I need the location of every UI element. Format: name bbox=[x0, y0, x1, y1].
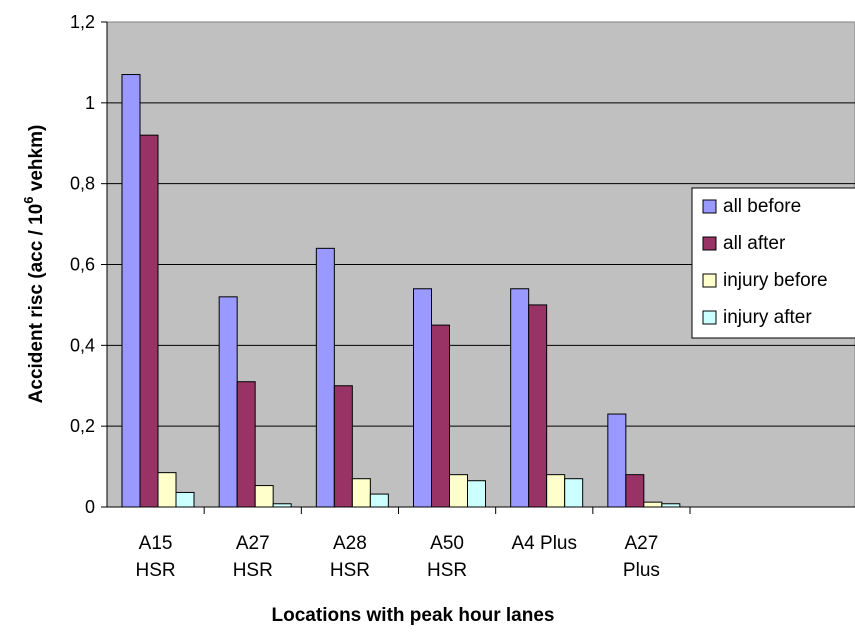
x-category-label-0-0: A15 bbox=[139, 533, 173, 554]
bar-injury-before-3 bbox=[449, 474, 468, 508]
bar-all-before-2 bbox=[315, 247, 335, 508]
legend-label-all-before: all before bbox=[723, 196, 801, 217]
legend-swatch-injury-before bbox=[702, 273, 717, 288]
legend-box bbox=[691, 187, 855, 339]
x-category-label-5-1: Plus bbox=[623, 560, 660, 581]
y-axis-title-superscript: 6 bbox=[21, 196, 36, 203]
legend-swatch-all-after bbox=[702, 236, 717, 251]
bar-injury-after-0 bbox=[175, 491, 195, 508]
legend-label-injury-after: injury after bbox=[723, 307, 812, 328]
x-category-labels: A15 HSR A27 HSR A28 HSR A50 HSR A4 Plus A27 Plus bbox=[136, 533, 660, 581]
y-axis-title-main: Accident risc (acc / 10 bbox=[26, 204, 47, 404]
y-tick-labels: 0 0,2 0,4 0,6 0,8 1 1,2 bbox=[70, 12, 95, 517]
y-tick-label-3: 0,6 bbox=[70, 255, 95, 275]
bar-injury-after-2 bbox=[369, 493, 389, 508]
x-category-label-0-1: HSR bbox=[136, 560, 176, 581]
bar-injury-after-3 bbox=[467, 480, 486, 508]
y-tick-label-0: 0 bbox=[85, 497, 95, 517]
bar-all-after-2 bbox=[333, 385, 353, 508]
x-axis-title: Locations with peak hour lanes bbox=[272, 605, 555, 626]
bar-all-before-4 bbox=[510, 288, 530, 508]
x-category-label-2-1: HSR bbox=[330, 560, 370, 581]
y-axis-title: Accident risc (acc / 106 vehkm) bbox=[21, 125, 47, 404]
bar-injury-before-1 bbox=[254, 485, 274, 508]
bar-all-before-0 bbox=[121, 74, 141, 508]
bar-all-before-3 bbox=[413, 288, 432, 508]
y-tick-label-1: 0,2 bbox=[70, 416, 95, 436]
x-category-label-4-0: A4 Plus bbox=[512, 533, 577, 554]
bar-injury-after-4 bbox=[564, 478, 584, 508]
bar-all-after-0 bbox=[139, 134, 159, 508]
legend: all before all after injury before injury a… bbox=[691, 187, 855, 339]
x-category-label-3-0: A50 bbox=[430, 533, 464, 554]
x-category-label-5-0: A27 bbox=[625, 533, 659, 554]
bar-all-before-5 bbox=[607, 413, 627, 508]
y-axis-title-tail: vehkm) bbox=[26, 125, 47, 197]
y-tick-label-4: 0,8 bbox=[70, 174, 95, 194]
y-tick-label-6: 1,2 bbox=[70, 12, 95, 32]
legend-label-injury-before: injury before bbox=[723, 270, 828, 291]
bar-injury-before-2 bbox=[351, 478, 371, 508]
bar-injury-before-0 bbox=[157, 472, 177, 508]
x-category-label-2-0: A28 bbox=[333, 533, 367, 554]
bar-all-after-5 bbox=[625, 474, 645, 508]
x-category-label-3-1: HSR bbox=[427, 560, 467, 581]
bars bbox=[121, 74, 681, 508]
legend-swatch-injury-after bbox=[702, 310, 717, 325]
axes bbox=[101, 21, 855, 514]
x-category-label-1-0: A27 bbox=[236, 533, 270, 554]
bar-all-before-1 bbox=[218, 296, 238, 508]
bar-all-after-4 bbox=[528, 304, 548, 508]
bar-all-after-1 bbox=[236, 381, 256, 508]
bar-injury-before-4 bbox=[546, 474, 566, 508]
bar-all-after-3 bbox=[431, 324, 450, 508]
y-tick-label-5: 1 bbox=[85, 93, 95, 113]
legend-swatch-all-before bbox=[702, 199, 717, 214]
bar-injury-before-5 bbox=[643, 501, 663, 508]
y-tick-label-2: 0,4 bbox=[70, 335, 95, 355]
legend-label-all-after: all after bbox=[723, 233, 786, 254]
x-category-label-1-1: HSR bbox=[233, 560, 273, 581]
